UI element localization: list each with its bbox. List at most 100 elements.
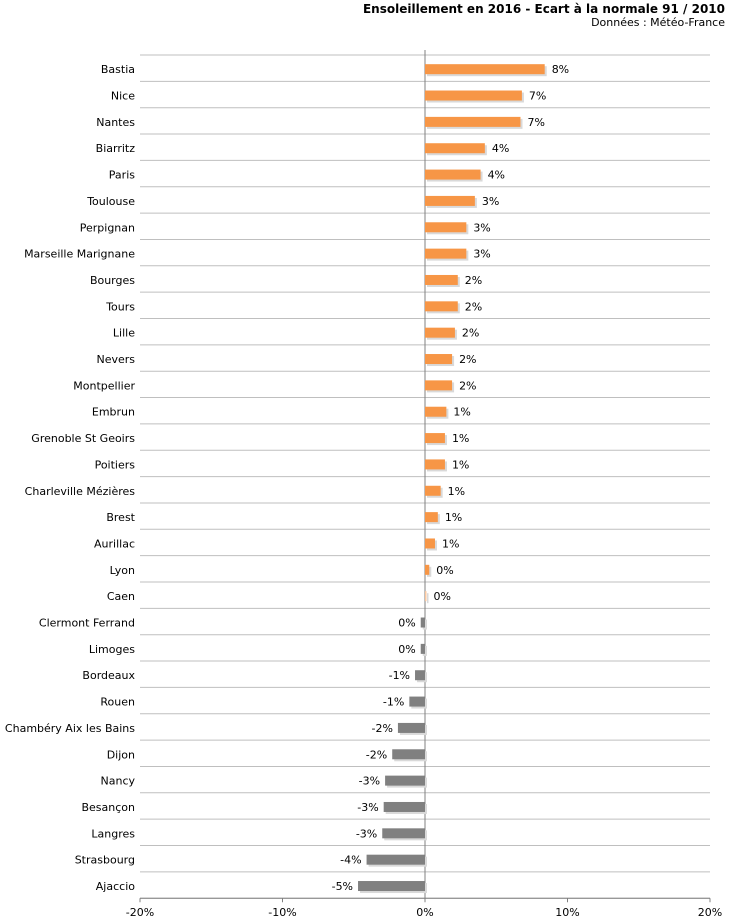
x-tick-label: -10% [268,906,296,919]
bar [425,274,458,285]
bar [425,538,435,549]
value-label: 7% [529,90,546,103]
value-label: 1% [448,485,465,498]
category-label: Grenoble St Geoirs [31,432,135,445]
value-label: 2% [465,274,482,287]
category-label: Besançon [81,801,135,814]
value-label: 1% [452,458,469,471]
chart-title: Ensoleillement en 2016 - Ecart à la norm… [362,2,725,16]
bar [397,722,425,733]
category-label: Bordeaux [82,669,135,682]
bar [425,380,453,391]
bar [425,116,521,127]
category-label: Poitiers [95,458,136,471]
chart-subtitle: Données : Météo-France [591,16,725,29]
category-label: Lille [113,327,135,340]
x-tick-label: 0% [416,906,433,919]
value-label: 0% [436,564,453,577]
bar [425,248,467,259]
bar [425,143,485,154]
category-label: Lyon [110,564,135,577]
value-label: 2% [459,379,476,392]
value-label: -1% [383,696,404,709]
category-label: Brest [106,511,135,524]
bar [425,512,438,523]
category-label: Charleville Mézières [25,485,136,498]
bar [425,327,455,338]
value-label: 4% [488,169,505,182]
value-label: 1% [445,511,462,524]
bar [425,459,445,470]
category-label: Marseille Marignane [24,248,135,261]
value-label: 1% [453,406,470,419]
category-label: Bastia [101,63,135,76]
bar [392,749,425,760]
category-label: Strasbourg [75,854,135,867]
bar [409,696,425,707]
value-label: 2% [465,300,482,313]
value-label: 2% [459,353,476,366]
bar [425,195,475,206]
bar [425,169,481,180]
category-label: Limoges [89,643,135,656]
bar [358,881,425,892]
x-tick-label: -20% [126,906,154,919]
category-label: Ajaccio [96,880,135,893]
bar [425,90,522,101]
category-label: Embrun [92,406,135,419]
category-label: Aurillac [94,537,135,550]
value-label: 3% [482,195,499,208]
category-label: Rouen [100,696,135,709]
value-label: 2% [462,327,479,340]
value-label: 3% [473,248,490,261]
value-label: -3% [359,775,380,788]
bar [425,64,545,75]
category-label: Paris [109,169,135,182]
category-label: Perpignan [80,221,135,234]
value-label: -1% [389,669,410,682]
value-label: 3% [473,221,490,234]
value-label: -5% [332,880,353,893]
bar [425,433,445,444]
bar [366,854,425,865]
category-label: Caen [107,590,135,603]
bar [425,406,447,417]
bar [382,828,425,839]
bar [385,775,425,786]
category-label: Dijon [107,748,135,761]
value-label: 1% [452,432,469,445]
category-label: Nevers [96,353,135,366]
bar [425,354,453,365]
category-label: Montpellier [73,379,135,392]
value-label: 0% [398,643,415,656]
category-label: Nantes [96,116,135,129]
bar [425,564,430,575]
value-label: 8% [552,63,569,76]
value-label: -3% [356,827,377,840]
value-label: 7% [527,116,544,129]
bar [420,617,425,628]
category-label: Nancy [101,775,136,788]
category-label: Chambéry Aix les Bains [5,722,135,735]
bar [425,485,441,496]
value-label: 4% [492,142,509,155]
bar [415,670,425,681]
bar [425,222,467,233]
x-tick-label: 10% [555,906,579,919]
bar [425,591,427,602]
category-label: Biarritz [96,142,136,155]
bar-shadow [427,593,429,604]
value-label: 0% [434,590,451,603]
x-tick-label: 20% [698,906,722,919]
category-label: Nice [111,90,135,103]
category-label: Toulouse [86,195,135,208]
category-label: Bourges [90,274,135,287]
value-label: -3% [357,801,378,814]
category-label: Clermont Ferrand [39,617,135,630]
value-label: -2% [372,722,393,735]
bar [383,801,425,812]
category-label: Tours [105,300,135,313]
bar [425,301,458,312]
